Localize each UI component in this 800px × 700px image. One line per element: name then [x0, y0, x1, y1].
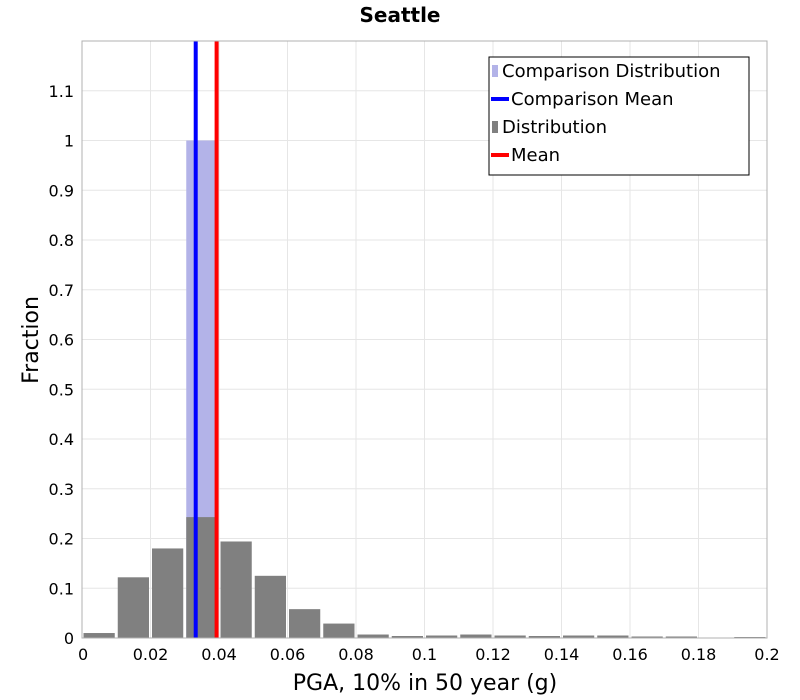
x-tick-label: 0.14 — [544, 645, 580, 664]
y-tick-label: 0.5 — [49, 380, 74, 399]
y-tick-label: 0.1 — [49, 579, 74, 598]
distribution-bar — [254, 575, 286, 638]
legend: Comparison Distribution Comparison Mean Di… — [488, 56, 750, 176]
distribution-bar — [494, 635, 526, 638]
distribution-bar — [631, 636, 663, 638]
x-tick-label: 0.12 — [475, 645, 511, 664]
y-axis-label: Fraction — [19, 296, 44, 384]
distribution-bar — [665, 636, 697, 638]
distribution-bar — [117, 577, 149, 638]
distribution-bar — [289, 609, 321, 638]
distribution-bar — [152, 548, 184, 638]
y-tick-label: 0.9 — [49, 181, 74, 200]
legend-box — [488, 56, 750, 176]
y-tick-label: 0.8 — [49, 231, 74, 250]
bars — [83, 140, 766, 638]
plot-frame — [81, 40, 768, 639]
x-tick-label: 0.02 — [133, 645, 169, 664]
distribution-bar — [460, 634, 492, 638]
x-tick-label: 0 — [78, 645, 88, 664]
y-tick-label: 0.2 — [49, 530, 74, 549]
y-tick-label: 0.7 — [49, 281, 74, 300]
comparison-distribution-legend-swatch — [492, 65, 498, 77]
x-tick-label: 0.04 — [201, 645, 237, 664]
x-tick-label: 0.08 — [338, 645, 374, 664]
x-axis-ticks: 0 0.02 0.04 0.06 0.08 0.1 0.12 0.14 0.16 0.18 0.2 — [78, 645, 780, 664]
y-tick-label: 0.6 — [49, 331, 74, 350]
mean-legend-label: Mean — [511, 145, 560, 166]
x-tick-label: 0.1 — [412, 645, 437, 664]
comparison-distribution-legend-label: Comparison Distribution — [502, 61, 721, 82]
distribution-bar — [563, 635, 595, 638]
y-tick-label: 0.4 — [49, 430, 74, 449]
distribution-bar — [528, 636, 560, 638]
distribution-bar — [323, 623, 355, 638]
distribution-bar — [597, 635, 629, 638]
distribution-legend-swatch — [492, 121, 498, 133]
distribution-bar — [391, 636, 423, 638]
distribution-bar — [357, 634, 389, 638]
x-tick-label: 0.2 — [754, 645, 779, 664]
distribution-bar — [83, 633, 115, 638]
x-tick-label: 0.16 — [612, 645, 648, 664]
x-tick-label: 0.18 — [681, 645, 717, 664]
distribution-bar — [426, 635, 458, 638]
y-tick-label: 0.3 — [49, 480, 74, 499]
x-tick-label: 0.06 — [270, 645, 306, 664]
y-axis-ticks: 0 0.1 0.2 0.3 0.4 0.5 0.6 0.7 0.8 0.9 1 1.1 — [49, 82, 74, 648]
distribution-bar — [220, 541, 252, 638]
distribution-legend-label: Distribution — [502, 117, 607, 138]
chart-title: Seattle — [359, 3, 440, 27]
y-tick-label: 0 — [64, 629, 74, 648]
distribution-bar — [186, 517, 218, 638]
y-tick-label: 1 — [64, 132, 74, 151]
x-axis-label: PGA, 10% in 50 year (g) — [293, 671, 557, 696]
comparison-mean-legend-label: Comparison Mean — [511, 89, 674, 110]
y-tick-label: 1.1 — [49, 82, 74, 101]
mean-lines — [193, 41, 219, 638]
